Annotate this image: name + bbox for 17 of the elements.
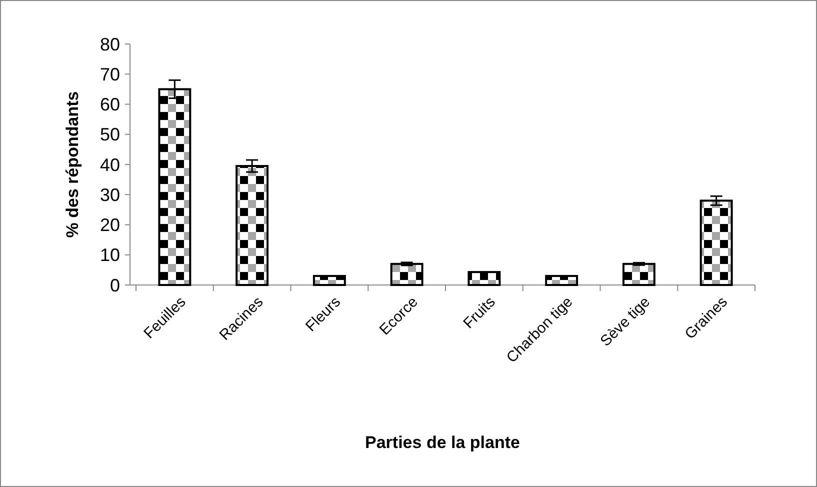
y-tick-label: 40 — [100, 154, 120, 175]
y-axis-title: % des répondants — [63, 91, 82, 238]
y-tick-label: 50 — [100, 124, 120, 145]
x-axis-title: Parties de la plante — [365, 433, 520, 452]
y-tick-label: 60 — [100, 94, 120, 115]
y-tick-label: 70 — [100, 64, 120, 84]
y-tick-label: 10 — [100, 245, 120, 266]
y-tick-label: 30 — [100, 184, 120, 205]
bar — [390, 262, 424, 286]
bar — [622, 262, 656, 286]
y-tick-label: 80 — [100, 34, 120, 54]
y-tick-label: 0 — [110, 275, 120, 296]
bar — [545, 274, 578, 286]
bar — [700, 200, 733, 286]
bar — [468, 271, 501, 286]
y-tick-label: 20 — [100, 215, 120, 236]
bar — [312, 274, 346, 286]
